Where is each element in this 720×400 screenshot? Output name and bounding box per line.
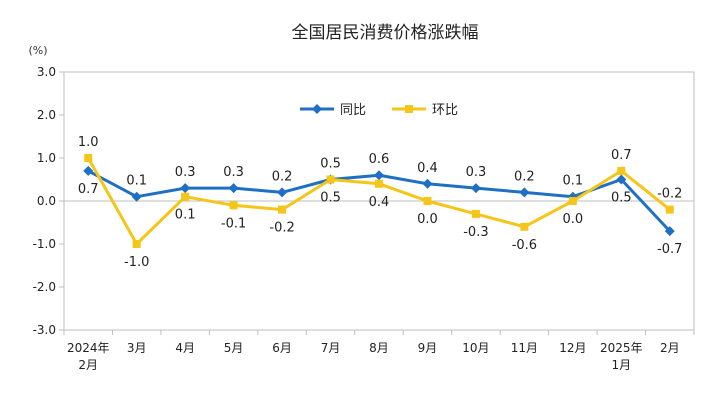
data-point [180,183,191,194]
data-label: 0.1 [563,174,584,189]
data-label: -0.6 [512,238,537,253]
y-tick-label: 3.0 [37,65,56,79]
x-tick-label: 4月 [175,341,195,355]
series-mom: 1.0-1.00.1-0.1 -0.20.5 0.40.0-0.3-0.60.00.… [78,135,683,270]
data-point [84,154,93,162]
data-label: 0.3 [175,165,196,180]
data-label: 0.1 [126,174,147,189]
data-label: 0.3 [223,165,244,180]
legend-marker [312,104,322,114]
x-tick-label: 12月 [559,341,586,355]
x-tick-label: 8月 [369,341,389,355]
y-axis-unit: (%) [28,44,47,57]
x-tick-label: 11月 [511,341,538,355]
data-point [277,187,288,198]
y-tick-label: -3.0 [33,323,56,337]
data-point [374,170,384,181]
data-label: 0.7 [78,182,99,197]
x-tick-label: 7月 [321,341,341,355]
data-label: 1.0 [78,135,99,150]
x-tick-label: 2025年 [600,341,643,355]
data-point [229,201,238,210]
x-axis-ticks: 2024年 2月 3月 4月 5月 6月 7月 8月 9月 10月 11月 12月 2025年 1月 2月 [63,330,695,372]
y-tick-label: -2.0 [33,280,56,294]
data-point [423,197,432,205]
x-tick-label: 2月 [78,358,98,372]
x-tick-label: 2024年 [67,341,110,355]
data-label: 0.5 [611,191,632,206]
data-label: 0.5 [320,157,341,172]
x-tick-label: 3月 [127,341,147,355]
data-label: -0.2 [269,221,294,236]
y-tick-label: 1.0 [37,151,56,165]
data-label: 0.5 [320,191,341,206]
x-tick-label: 1月 [611,358,631,372]
x-tick-label: 6月 [272,341,292,355]
data-point [665,205,674,214]
data-point [519,187,530,198]
series-yoy: 0.7 0.1 0.3 0.3 0.2 0.5 0.6 0.4 0.3 0.2 0.1 0.5 -0.7 [78,152,683,257]
data-point [520,222,529,231]
data-label: 0.2 [272,169,293,184]
data-label: -0.3 [463,225,488,240]
data-point [278,205,287,214]
legend-item: 同比 [300,103,366,118]
data-point [664,226,675,237]
x-tick-label: 2月 [660,341,680,355]
data-point [471,209,480,218]
legend-label: 环比 [432,103,458,118]
data-point [181,192,190,201]
data-label: -0.1 [221,216,246,231]
data-point [422,178,433,189]
data-point [83,165,94,176]
data-point [228,183,239,194]
data-point [616,174,627,185]
y-tick-label: -1.0 [33,237,56,251]
data-label: 0.0 [417,212,438,227]
data-point [617,166,626,175]
chart-title: 全国居民消费价格涨跌幅 [292,23,479,43]
x-tick-label: 9月 [418,341,438,355]
data-point [132,240,141,248]
x-tick-label: 10月 [462,341,489,355]
data-point [470,183,481,194]
legend-item: 环比 [392,103,458,118]
y-tick-label: 0.0 [37,194,56,208]
data-label: 0.2 [514,169,535,184]
data-label: 0.1 [175,208,196,223]
data-label: -0.2 [657,187,682,202]
data-label: 0.6 [369,152,390,167]
data-label: -1.0 [124,255,149,270]
y-tick-label: 2.0 [37,108,56,122]
data-label: -0.7 [657,242,682,257]
legend-marker [405,105,413,113]
legend-label: 同比 [340,103,366,118]
data-point [375,179,383,188]
data-point [326,175,335,184]
x-tick-label: 5月 [224,341,244,355]
data-label: 0.0 [563,212,584,227]
y-axis-ticks: 3.0 2.0 1.0 0.0 -1.0 -2.0 -3.0 [33,65,64,337]
series-layer: 0.7 0.1 0.3 0.3 0.2 0.5 0.6 0.4 0.3 0.2 0.1 0.5 -0.7… [78,135,683,270]
data-label: 0.3 [466,165,487,180]
data-label: 0.4 [369,195,390,210]
legend: 同比 环比 [300,103,458,118]
data-point [568,197,577,205]
data-label: 0.4 [417,161,438,176]
data-label: 0.7 [611,148,632,163]
data-point [131,191,142,202]
